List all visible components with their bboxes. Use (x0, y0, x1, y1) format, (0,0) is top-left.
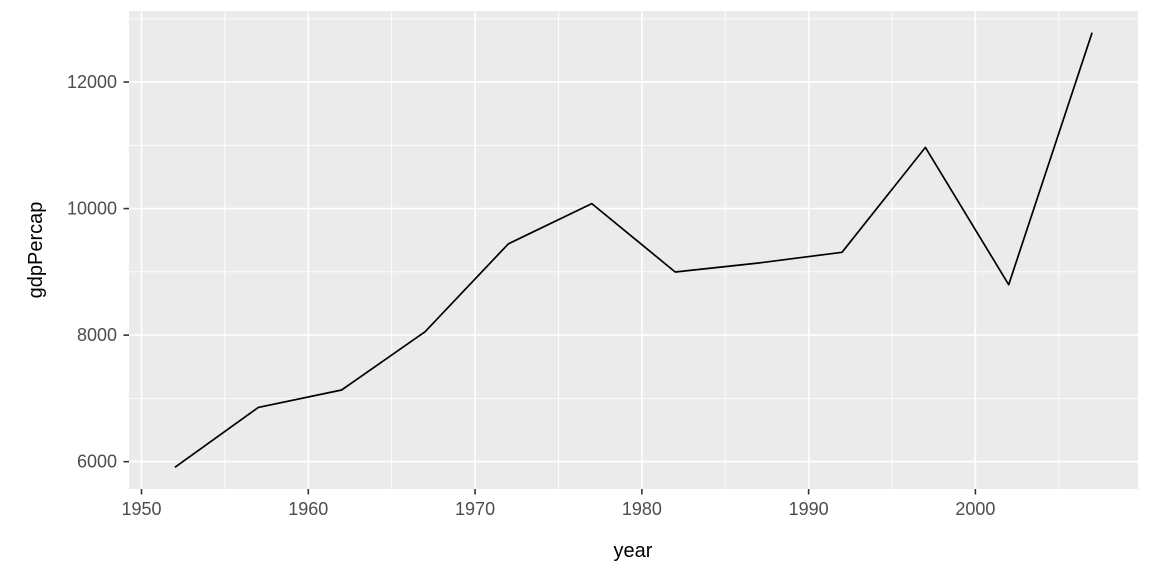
x-tick-label: 1990 (789, 499, 829, 519)
minor-gridlines (129, 11, 1138, 489)
y-tick-label: 10000 (67, 199, 117, 219)
y-axis-title: gdpPercap (25, 202, 47, 299)
data-line-layer (174, 32, 1093, 468)
axis-tick-labels: 1950 1960 1970 1980 1990 2000 6000 8000 10000 120… (67, 72, 995, 519)
y-tick-label: 8000 (77, 325, 117, 345)
x-tick-label: 1960 (288, 499, 328, 519)
major-gridlines (129, 11, 1138, 489)
x-tick-label: 2000 (955, 499, 995, 519)
x-axis-title: year (614, 540, 653, 562)
y-tick-label: 6000 (77, 452, 117, 472)
x-tick-label: 1950 (121, 499, 161, 519)
axis-tick-marks (123, 81, 977, 495)
plot-panel (129, 11, 1138, 489)
x-tick-label: 1970 (455, 499, 495, 519)
data-line (174, 32, 1093, 468)
y-tick-label: 12000 (67, 72, 117, 92)
x-tick-label: 1980 (622, 499, 662, 519)
